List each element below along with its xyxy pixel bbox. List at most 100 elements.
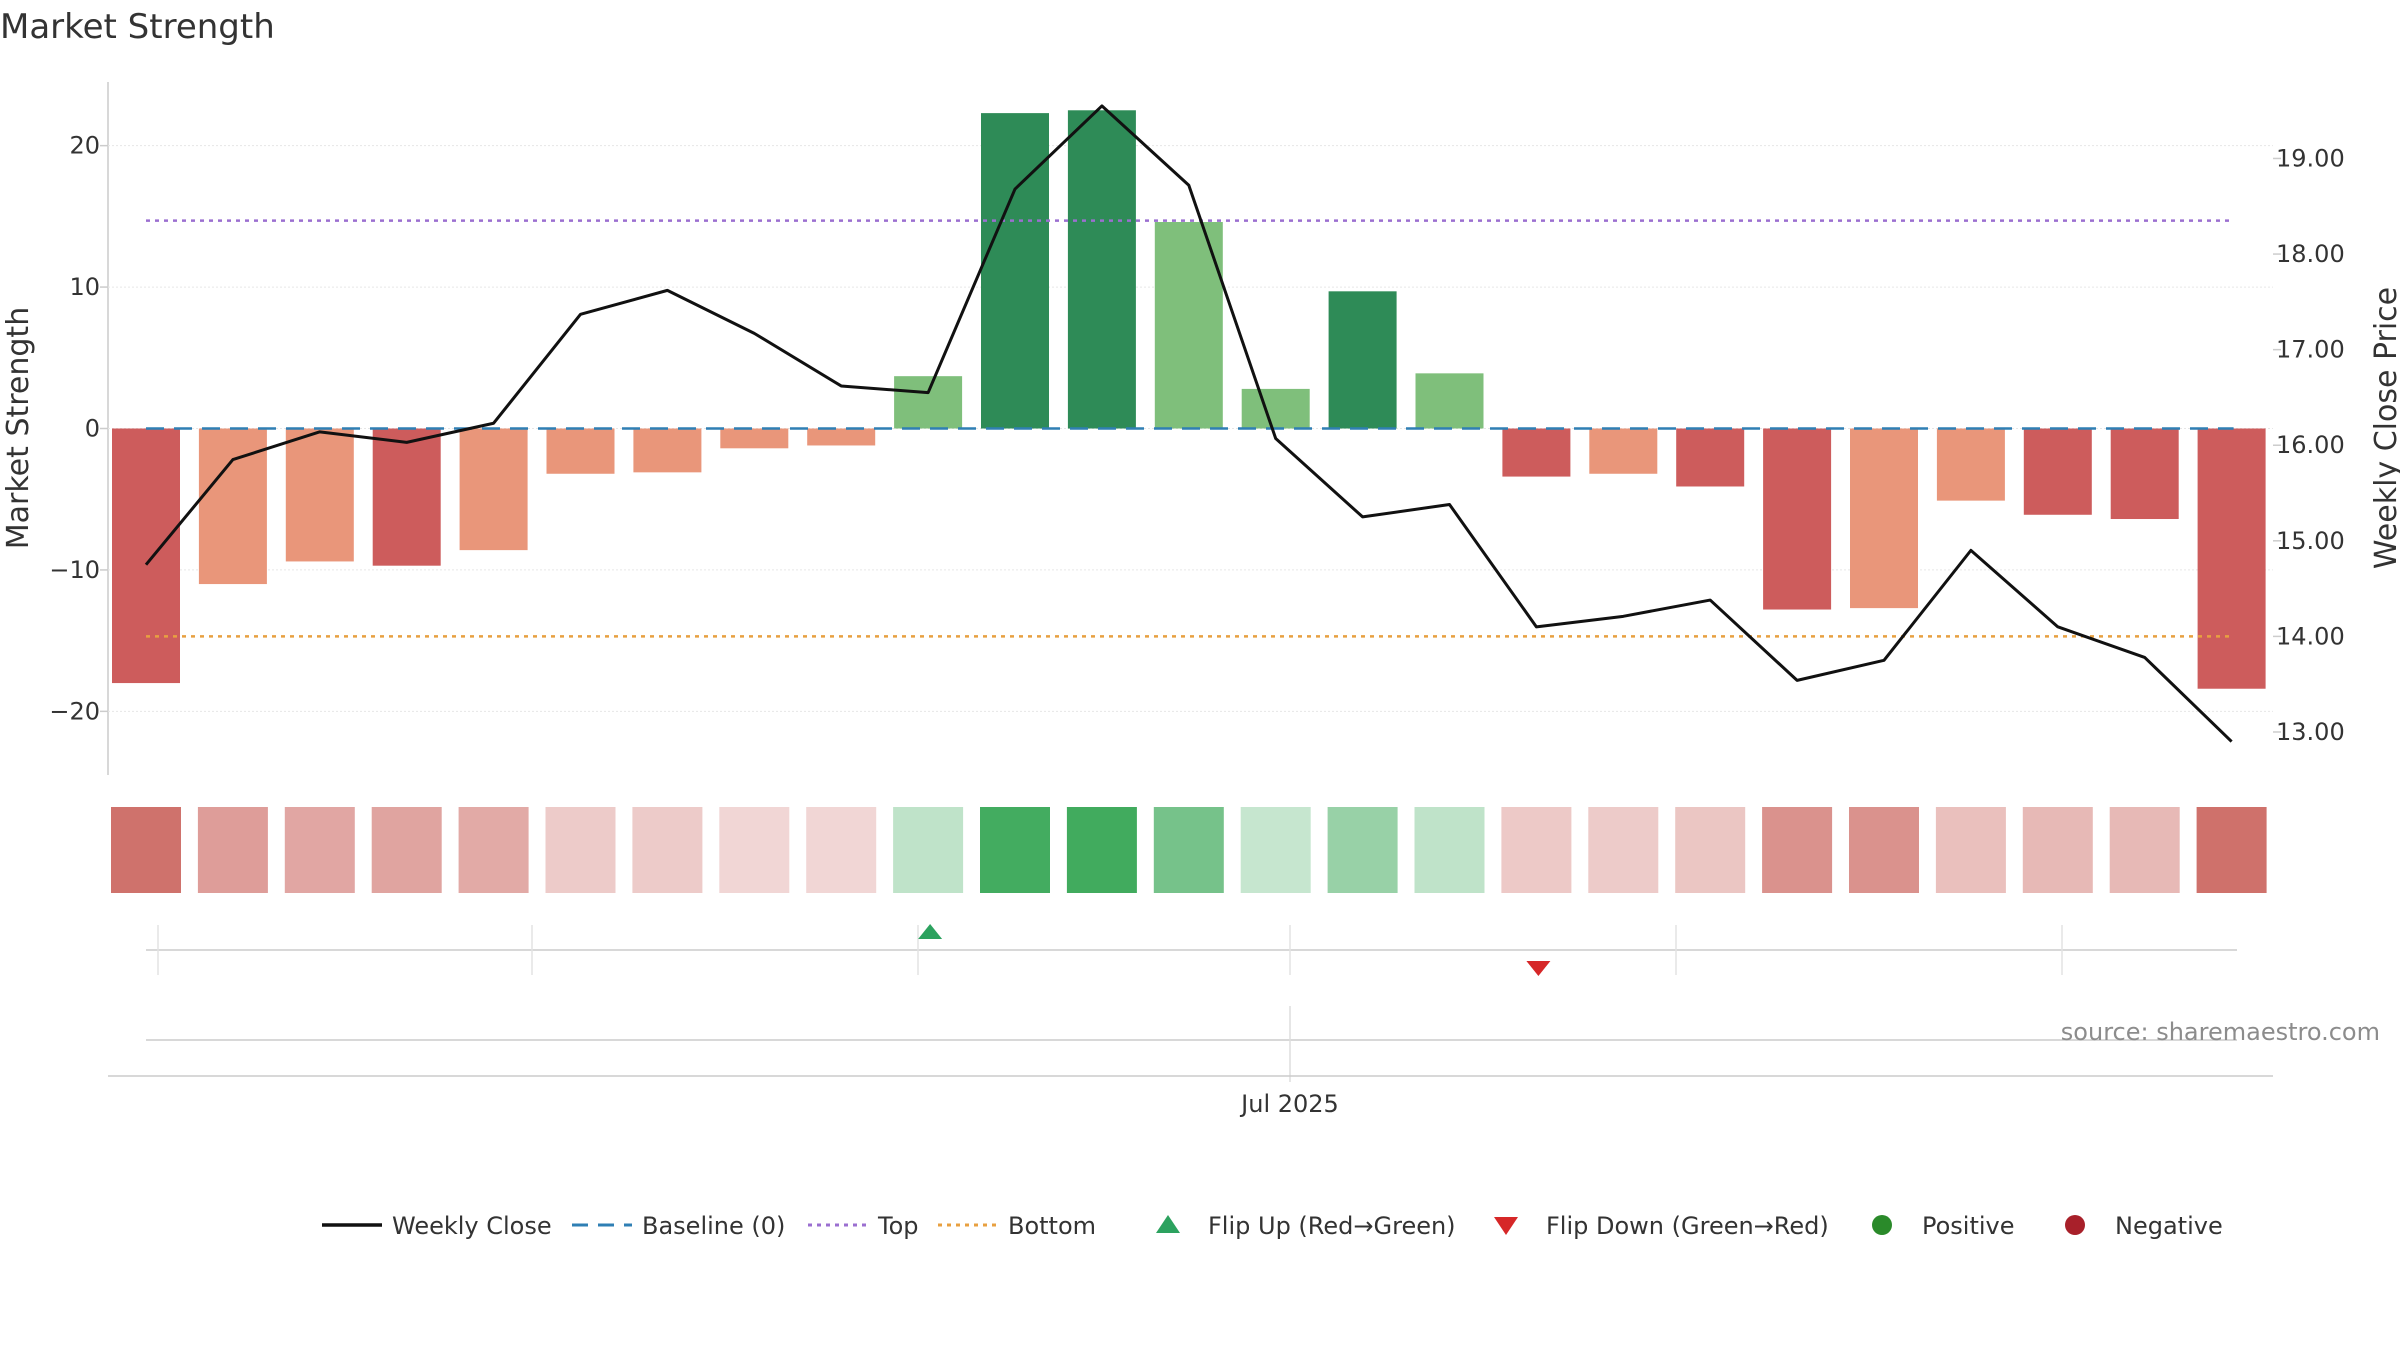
flip-panel-gridlines: [157, 925, 2063, 975]
strength-bar: [1502, 428, 1571, 477]
heat-cell: [1935, 807, 2006, 893]
legend-swatch: [1156, 1215, 1180, 1233]
heat-cell: [2109, 807, 2180, 893]
heat-cell: [1501, 807, 1572, 893]
heat-cell: [980, 807, 1050, 893]
heat-cell: [1849, 807, 1919, 893]
heat-cell: [806, 807, 877, 893]
heat-cell: [458, 807, 529, 893]
heat-cell: [371, 807, 442, 893]
flip-down-marker: [1526, 961, 1551, 976]
heat-cell: [111, 807, 181, 893]
strength-bar: [112, 428, 180, 684]
strength-bar: [372, 428, 441, 566]
strength-bar: [1067, 110, 1136, 429]
right-tick-label: 16.00: [2276, 431, 2345, 459]
heat-cell: [2022, 807, 2093, 893]
legend-item: Weekly Close: [322, 1212, 552, 1240]
left-tick-label: −10: [49, 556, 100, 584]
strength-bar: [1241, 388, 1310, 429]
left-axis-label: Market Strength: [1, 307, 36, 549]
right-tick-label: 17.00: [2276, 336, 2345, 364]
left-tick-labels: 20 10 0 −10 −20: [49, 132, 100, 726]
strength-bar: [2110, 428, 2179, 520]
main-plot-area: 20 10 0 −10 −20 19.00 18.00 17.00 16.00 15.00 14.…: [49, 82, 2345, 775]
strength-bar: [2197, 428, 2266, 689]
flip-markers-panel: [146, 924, 2237, 976]
legend-label: Flip Down (Green→Red): [1546, 1212, 1829, 1240]
legend-label: Negative: [2115, 1212, 2223, 1240]
heat-cell: [545, 807, 616, 893]
heat-cell: [284, 807, 355, 893]
legend-label: Weekly Close: [392, 1212, 552, 1240]
strength-bar: [720, 428, 789, 449]
right-tick-label: 18.00: [2276, 240, 2345, 268]
heat-cell: [1762, 807, 1833, 893]
strength-bar: [285, 428, 354, 562]
legend-item: Positive: [1872, 1212, 2015, 1240]
heat-cell: [1588, 807, 1659, 893]
right-axis-label: Weekly Close Price: [2369, 287, 2400, 569]
flip-up-marker: [918, 924, 943, 939]
legend-item: Bottom: [938, 1212, 1096, 1240]
strength-bar: [1763, 428, 1832, 610]
strength-bar: [807, 428, 876, 446]
x-tick-label: Jul 2025: [1239, 1090, 1339, 1118]
strength-bar: [546, 428, 615, 474]
heat-cell: [632, 807, 703, 893]
left-tick-label: −20: [49, 697, 100, 725]
strength-bar: [1589, 428, 1658, 474]
heat-cell: [1327, 807, 1398, 893]
strength-bar: [2023, 428, 2092, 515]
strength-bar: [633, 428, 702, 473]
strength-bars: [112, 110, 2266, 689]
strength-bar: [1850, 428, 1918, 609]
legend-item: Baseline (0): [572, 1212, 785, 1240]
source-label: source: sharemaestro.com: [2061, 1018, 2380, 1046]
strength-bar: [1154, 222, 1223, 429]
heat-cell: [2196, 807, 2267, 893]
legend-swatch: [1494, 1217, 1518, 1235]
legend-label: Top: [877, 1212, 919, 1240]
left-tick-label: 0: [85, 415, 100, 443]
legend-item: Negative: [2065, 1212, 2223, 1240]
strength-bar: [1676, 428, 1745, 487]
legend-label: Positive: [1922, 1212, 2015, 1240]
strength-bar: [1415, 373, 1484, 429]
bottom-panel: Jul 2025 source: sharemaestro.com: [108, 1006, 2380, 1118]
left-tick-label: 10: [69, 273, 100, 301]
legend-label: Baseline (0): [642, 1212, 785, 1240]
heat-cell: [1414, 807, 1485, 893]
weekly-close-line: [144, 104, 2233, 743]
heat-cell: [719, 807, 790, 893]
heat-cell: [893, 807, 964, 893]
strength-bar: [1328, 291, 1397, 429]
left-tick-label: 20: [69, 132, 100, 160]
strength-bar: [894, 376, 963, 429]
right-tick-label: 15.00: [2276, 527, 2345, 555]
right-tick-label: 14.00: [2276, 622, 2345, 650]
strength-bar: [981, 113, 1049, 429]
legend-swatch: [1872, 1215, 1892, 1235]
heat-cell: [1675, 807, 1746, 893]
strength-bar: [198, 428, 267, 585]
right-tick-labels: 19.00 18.00 17.00 16.00 15.00 14.00 13.00: [2273, 144, 2345, 746]
legend-item: Top: [808, 1212, 919, 1240]
heat-cell: [1153, 807, 1224, 893]
legend-label: Flip Up (Red→Green): [1208, 1212, 1456, 1240]
heat-cell: [1066, 807, 1137, 893]
strength-heat-strip: [111, 807, 2267, 893]
strength-bar: [1936, 428, 2005, 501]
legend-label: Bottom: [1008, 1212, 1096, 1240]
right-tick-label: 13.00: [2276, 718, 2345, 746]
heat-cell: [197, 807, 268, 893]
heat-cell: [1240, 807, 1311, 893]
legend-swatch: [2065, 1215, 2085, 1235]
legend-item: Flip Up (Red→Green): [1156, 1212, 1456, 1240]
legend: Weekly Close Baseline (0) Top Bottom Flip Up…: [322, 1212, 2223, 1240]
right-tick-label: 19.00: [2276, 144, 2345, 172]
chart-title: Market Strength: [0, 7, 275, 47]
legend-item: Flip Down (Green→Red): [1494, 1212, 1829, 1240]
strength-bar: [459, 428, 528, 551]
